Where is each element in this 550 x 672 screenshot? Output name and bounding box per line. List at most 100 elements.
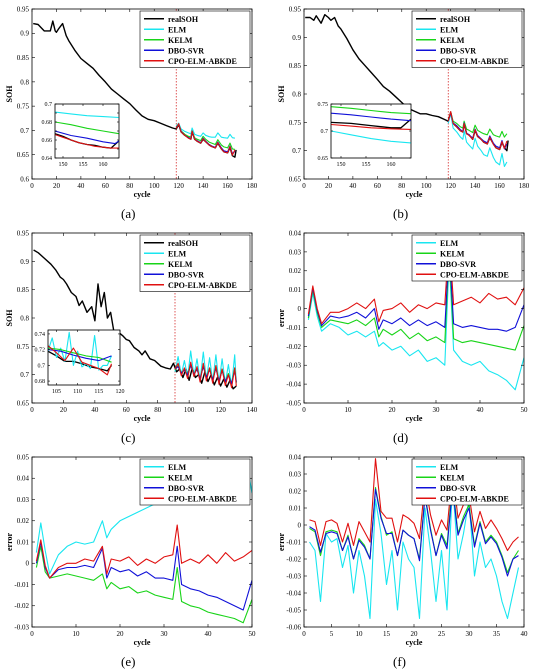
y-tick-label: 0.85 bbox=[17, 54, 30, 62]
series-line-cpo-elm-abkde bbox=[309, 458, 519, 552]
legend-label: DBO-SVR bbox=[440, 46, 476, 55]
legend-label: ELM bbox=[440, 25, 459, 34]
x-tick-label: 100 bbox=[149, 182, 160, 190]
legend-label: DBO-SVR bbox=[440, 484, 476, 493]
legend-label: KELM bbox=[168, 36, 193, 45]
series-line-realsoh bbox=[48, 350, 113, 372]
series-line-dbo-svr bbox=[48, 349, 112, 362]
x-tick-label: 80 bbox=[126, 182, 134, 190]
y-tick-label: 0.65 bbox=[289, 175, 302, 183]
y-tick-label: -0.03 bbox=[14, 623, 29, 631]
y-tick-label: 0.65 bbox=[17, 399, 30, 407]
y-tick-label: 0.02 bbox=[289, 487, 302, 495]
x-tick-label: 20 bbox=[411, 630, 419, 638]
x-tick-label: 80 bbox=[154, 406, 162, 414]
legend-label: realSOH bbox=[168, 239, 199, 248]
y-tick-label: 0.05 bbox=[17, 453, 30, 461]
legend-label: CPO-ELM-ABKDE bbox=[440, 270, 509, 279]
y-tick-label: -0.01 bbox=[14, 581, 29, 589]
x-tick-label: 40 bbox=[205, 630, 213, 638]
x-tick-label: 0 bbox=[30, 406, 34, 414]
x-axis-label: cycle bbox=[406, 638, 423, 647]
y-tick-label: 0.9 bbox=[292, 34, 301, 42]
series-line-cpo-elm-abkde bbox=[175, 123, 236, 156]
y-axis-label: SOH bbox=[5, 85, 14, 103]
x-tick-label: 0 bbox=[30, 630, 34, 638]
x-tick-label: 110 bbox=[73, 389, 82, 395]
x-tick-label: 115 bbox=[94, 389, 103, 395]
y-tick-label: 0.7 bbox=[20, 127, 29, 135]
series-line-kelm bbox=[55, 121, 119, 135]
y-tick-label: 0.01 bbox=[289, 504, 302, 512]
series-line-elm bbox=[55, 111, 119, 119]
x-axis-label: cycle bbox=[406, 414, 423, 423]
inset-chart: 150 155 160 0.64 0.66 0.68 0.7 bbox=[42, 102, 120, 168]
legend-label: ELM bbox=[440, 239, 459, 248]
y-tick-label: 0.74 bbox=[35, 332, 46, 338]
series-line-cpo-elm-abkde bbox=[331, 123, 411, 130]
x-tick-label: 10 bbox=[356, 630, 364, 638]
legend-label: CPO-ELM-ABKDE bbox=[168, 494, 237, 503]
y-tick-label: 0.68 bbox=[35, 379, 46, 385]
series-line-dbo-svr bbox=[331, 112, 411, 122]
series-line-realsoh bbox=[33, 249, 237, 390]
series-line-dbo-svr bbox=[309, 487, 519, 577]
chart-panel: 0 5 10 15 20 25 30 35 40 -0.06 -0.05 -0.04 -0.03 -0.0… bbox=[277, 453, 528, 647]
legend-label: KELM bbox=[168, 473, 193, 482]
legend-label: KELM bbox=[440, 473, 465, 482]
x-tick-label: 60 bbox=[102, 182, 110, 190]
x-tick-label: 120 bbox=[445, 182, 456, 190]
x-tick-label: 155 bbox=[79, 162, 88, 168]
y-tick-label: 0.64 bbox=[42, 156, 53, 162]
y-axis-label: SOH bbox=[5, 309, 14, 327]
y-tick-label: 0.8 bbox=[20, 78, 29, 86]
y-tick-label: -0.04 bbox=[286, 589, 301, 597]
x-tick-label: 105 bbox=[52, 389, 61, 395]
y-tick-label: 0.75 bbox=[17, 103, 30, 111]
x-tick-label: 35 bbox=[493, 630, 501, 638]
x-tick-label: 30 bbox=[433, 406, 441, 414]
series-line-cpo-elm-abkde bbox=[174, 361, 237, 389]
x-tick-label: 0 bbox=[30, 182, 34, 190]
legend-label: ELM bbox=[440, 463, 459, 472]
y-tick-label: 0.02 bbox=[17, 517, 30, 525]
y-tick-label: 0.75 bbox=[318, 102, 329, 108]
y-tick-label: -0.05 bbox=[286, 399, 301, 407]
legend-label: ELM bbox=[168, 463, 187, 472]
legend-label: CPO-ELM-ABKDE bbox=[440, 494, 509, 503]
y-tick-label: 0.7 bbox=[321, 129, 329, 135]
y-tick-label: 0.04 bbox=[17, 475, 30, 483]
x-tick-label: 140 bbox=[198, 182, 209, 190]
series-line-cpo-elm-abkde bbox=[35, 524, 252, 579]
y-tick-label: -0.03 bbox=[286, 362, 301, 370]
x-tick-label: 140 bbox=[470, 182, 481, 190]
legend-label: CPO-ELM-ABKDE bbox=[168, 281, 237, 290]
x-axis-label: cycle bbox=[134, 190, 151, 199]
panel-label-f: (f) bbox=[393, 654, 406, 669]
x-tick-label: 180 bbox=[247, 182, 258, 190]
y-tick-label: 0 bbox=[298, 305, 302, 313]
legend-label: CPO-ELM-ABKDE bbox=[440, 57, 509, 66]
legend-label: CPO-ELM-ABKDE bbox=[168, 57, 237, 66]
legend-label: DBO-SVR bbox=[168, 484, 204, 493]
panel-label-e: (e) bbox=[121, 654, 136, 669]
y-tick-label: -0.05 bbox=[286, 606, 301, 614]
x-tick-label: 0 bbox=[302, 182, 306, 190]
x-tick-label: 60 bbox=[123, 406, 131, 414]
series-line-cpo-elm-abkde bbox=[48, 345, 113, 376]
x-tick-label: 5 bbox=[330, 630, 334, 638]
legend-label: ELM bbox=[168, 249, 187, 258]
x-tick-label: 120 bbox=[116, 389, 125, 395]
series-line-dbo-svr bbox=[307, 247, 524, 332]
panel-label-b: (b) bbox=[393, 206, 409, 221]
series-line-elm bbox=[307, 258, 524, 391]
y-tick-label: -0.04 bbox=[286, 381, 301, 389]
y-axis-label: error bbox=[277, 309, 286, 328]
series-line-kelm bbox=[447, 111, 508, 138]
x-tick-label: 160 bbox=[494, 182, 505, 190]
x-tick-label: 120 bbox=[173, 182, 184, 190]
y-tick-label: -0.03 bbox=[286, 572, 301, 580]
